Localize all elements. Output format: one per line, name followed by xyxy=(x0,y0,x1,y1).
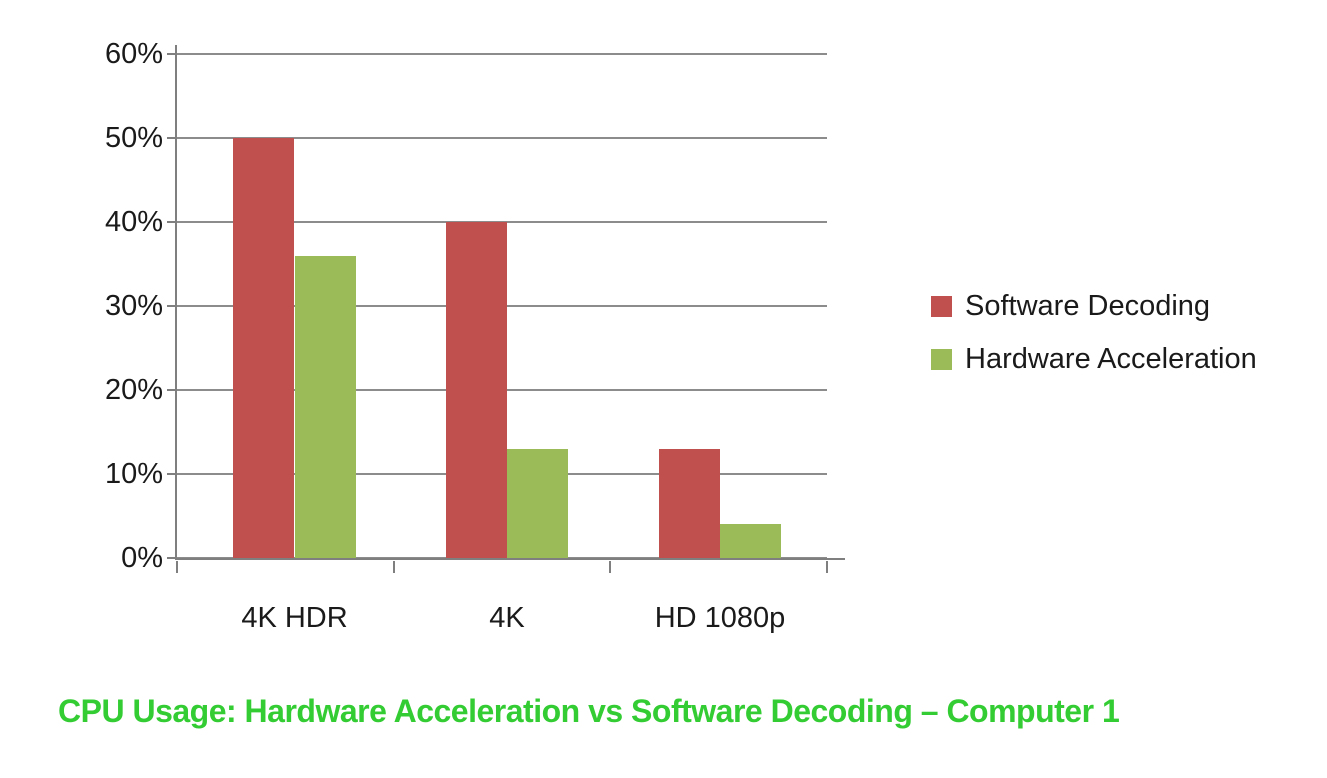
x-axis-tick xyxy=(392,561,395,573)
y-tick-label-60: 60% xyxy=(104,38,163,70)
y-tick-label-10: 10% xyxy=(104,458,163,490)
x-axis-tick xyxy=(826,561,828,573)
x-axis-line xyxy=(175,558,845,560)
x-axis-tick xyxy=(609,561,612,573)
y-axis-tick xyxy=(167,53,175,55)
legend-item-software-decoding: Software Decoding xyxy=(931,289,1257,323)
y-axis-tick xyxy=(167,389,175,391)
y-tick-label-40: 40% xyxy=(104,206,163,238)
legend-swatch-icon-software-decoding xyxy=(931,295,952,317)
x-category-label-4k: 4K xyxy=(489,602,525,634)
x-axis-tick xyxy=(176,561,178,573)
x-category-label-4k-hdr: 4K HDR xyxy=(241,602,348,634)
legend-label-hardware-acceleration: Hardware Acceleration xyxy=(965,343,1257,375)
chart-title: CPU Usage: Hardware Acceleration vs Soft… xyxy=(58,693,1120,729)
bar-software-decoding-hd-1080p xyxy=(659,449,720,558)
legend-label-software-decoding: Software Decoding xyxy=(965,290,1211,322)
y-tick-label-30: 30% xyxy=(104,290,163,322)
bar-hardware-acceleration-4k-hdr xyxy=(295,256,356,558)
y-axis-tick xyxy=(167,221,175,223)
x-category-label-hd-1080p: HD 1080p xyxy=(654,602,786,634)
y-tick-label-20: 20% xyxy=(104,374,163,406)
plot-area xyxy=(167,45,845,573)
y-tick-label-0: 0% xyxy=(121,542,163,574)
y-axis-tick xyxy=(167,473,175,475)
bar-software-decoding-4k xyxy=(446,222,507,558)
legend-swatch-icon-hardware-acceleration xyxy=(931,348,952,370)
y-axis-line xyxy=(175,45,177,559)
bar-software-decoding-4k-hdr xyxy=(233,138,294,558)
gridline-50 xyxy=(177,137,827,139)
gridline-60 xyxy=(177,53,827,55)
bar-hardware-acceleration-4k xyxy=(507,449,568,558)
legend: Software Decoding Hardware Acceleration xyxy=(931,289,1257,395)
y-tick-label-50: 50% xyxy=(104,122,163,154)
legend-item-hardware-acceleration: Hardware Acceleration xyxy=(931,342,1257,376)
bar-hardware-acceleration-hd-1080p xyxy=(720,524,781,558)
y-axis-tick xyxy=(167,305,175,307)
y-axis-tick xyxy=(167,137,175,139)
y-axis-tick xyxy=(167,557,175,559)
